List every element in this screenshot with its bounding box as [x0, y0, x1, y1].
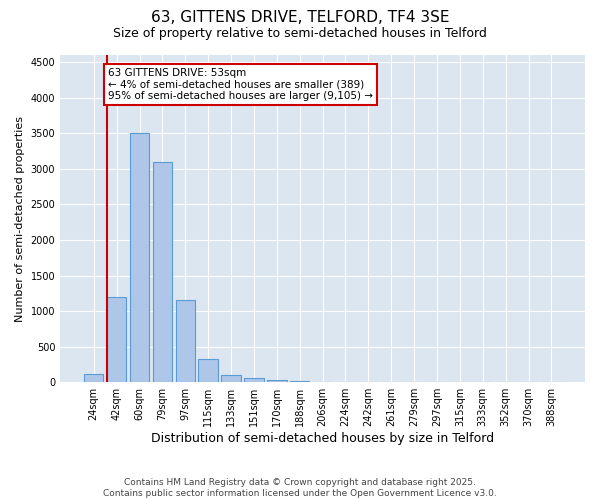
Text: Contains HM Land Registry data © Crown copyright and database right 2025.
Contai: Contains HM Land Registry data © Crown c… [103, 478, 497, 498]
Text: 63, GITTENS DRIVE, TELFORD, TF4 3SE: 63, GITTENS DRIVE, TELFORD, TF4 3SE [151, 10, 449, 25]
Text: 63 GITTENS DRIVE: 53sqm
← 4% of semi-detached houses are smaller (389)
95% of se: 63 GITTENS DRIVE: 53sqm ← 4% of semi-det… [108, 68, 373, 101]
Bar [244, 378, 263, 382]
Bar [130, 133, 149, 382]
Bar [107, 297, 127, 382]
Bar [267, 380, 287, 382]
Bar [84, 374, 103, 382]
Bar [152, 162, 172, 382]
Text: Size of property relative to semi-detached houses in Telford: Size of property relative to semi-detach… [113, 28, 487, 40]
Y-axis label: Number of semi-detached properties: Number of semi-detached properties [15, 116, 25, 322]
Bar [176, 300, 195, 382]
Bar [199, 358, 218, 382]
X-axis label: Distribution of semi-detached houses by size in Telford: Distribution of semi-detached houses by … [151, 432, 494, 445]
Bar [221, 375, 241, 382]
